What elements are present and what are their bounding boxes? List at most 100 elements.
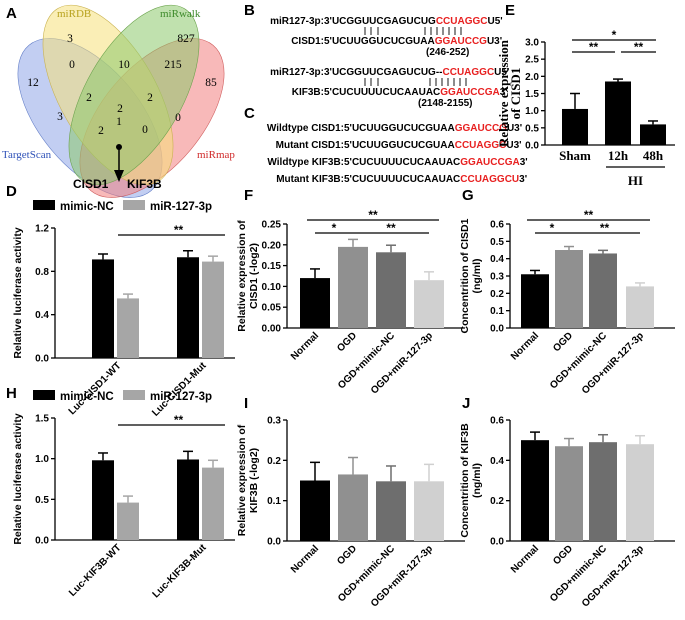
bar	[414, 280, 444, 328]
bar	[562, 108, 588, 145]
seq-row: 5'UCUUGGUCUCGUAAGGAUCCGU3'	[344, 123, 522, 134]
venn-count: 3	[57, 111, 63, 123]
seq-part: 5'CUCUUUUCUCAAUAC	[344, 157, 460, 168]
seq-row: 5'UCUUGGUCUCGUAACCUAGGCU3'	[344, 140, 522, 151]
venn-arrow-head	[114, 170, 124, 182]
bar	[555, 446, 583, 541]
legend-swatch	[123, 200, 145, 210]
y-tick-label: 0.25	[262, 220, 282, 231]
y-tick-label: 3.0	[525, 38, 539, 49]
x-tick-label: OGD	[335, 543, 359, 567]
bar	[376, 252, 406, 328]
y-tick-label: 0.5	[525, 123, 539, 134]
y-axis-title: Relative expression ofKIF3B (-log2)	[236, 424, 260, 536]
seq-part: 3'	[500, 87, 508, 98]
venn-target-cisd1: CISD1	[73, 177, 109, 191]
seq-part: U3'	[507, 123, 522, 134]
y-axis-title-line: (ng/ml)	[471, 259, 483, 294]
venn-target-kif3b: KIF3B	[127, 177, 162, 191]
seq-part: 5'CUCUUUUCUCAAUAC	[324, 87, 440, 98]
legend-label: miR-127-3p	[150, 201, 212, 213]
y-tick-label: 0.05	[262, 303, 282, 314]
y-axis-title-line: Relative expression of	[236, 424, 248, 536]
seq-part-red: CCUAGGC	[455, 140, 507, 151]
y-tick-label: 0.00	[262, 324, 282, 335]
y-tick-label: 0.6	[490, 220, 504, 231]
y-tick-label: 0.1	[490, 306, 504, 317]
seq-part-red: CCUAGGC	[436, 16, 488, 27]
x-tick-label: Normal	[509, 543, 541, 575]
seq-part-red: GGAUCCG	[435, 36, 487, 47]
y-axis-title-line: Relative luciferase activity	[12, 227, 24, 358]
y-tick-label: 1.0	[525, 106, 539, 117]
y-tick-label: 0.0	[525, 141, 539, 152]
panel-label: F	[244, 187, 253, 204]
bar	[521, 274, 549, 328]
bar	[177, 459, 199, 540]
y-tick-label: 0.0	[267, 537, 281, 548]
seq-name: CISD1:	[291, 36, 324, 47]
x-tick-label: 12h	[608, 148, 629, 163]
chart-i: I 0.0 0.1 0.2 0.3 Relative expression ofKIF3B…	[236, 395, 465, 609]
seq-part-red: CCUAGGCU	[460, 174, 519, 185]
legend-label: mimic-NC	[60, 201, 114, 213]
binding-site-panel: B miR127-3p: 3'UCGGUUCGAGUCUGCCUAGGCU5' …	[244, 2, 509, 109]
y-axis-title-line: KIF3B (-log2)	[248, 448, 260, 513]
bar	[202, 467, 224, 540]
y-axis-title-line: (ng/ml)	[471, 463, 483, 498]
chart-g: G 0.0 0.1 0.2 0.3 0.4 0.5 0.6 Concentrition of C…	[459, 187, 675, 396]
x-tick-label: Luc-KIF3B-Mut	[151, 542, 210, 601]
bar	[589, 253, 617, 328]
bar	[414, 481, 444, 541]
seq-name: Wildtype CISD1:	[267, 123, 344, 134]
legend-swatch	[123, 390, 145, 400]
bar	[555, 250, 583, 328]
venn-count: 827	[177, 33, 195, 45]
significance-marker: **	[386, 221, 396, 235]
bar	[338, 474, 368, 541]
y-tick-label: 0.4	[490, 254, 504, 265]
y-tick-label: 2.5	[525, 55, 539, 66]
bar	[202, 261, 224, 358]
panel-label: E	[505, 2, 515, 19]
venn-count: 0	[142, 124, 148, 136]
panel-label-a: A	[6, 5, 17, 22]
x-tick-label: OGD	[551, 543, 575, 567]
x-tick-label: Luc-CISD1-WT	[67, 360, 124, 417]
significance-marker: **	[174, 223, 184, 237]
bar	[640, 124, 666, 145]
bar	[376, 481, 406, 541]
group-label: HI	[628, 173, 643, 188]
y-axis-title-line: Relative luciferase activity	[12, 413, 24, 544]
legend-label: mimic-NC	[60, 391, 114, 403]
y-tick-label: 0.0	[35, 354, 49, 365]
bar	[589, 442, 617, 541]
panel-label: G	[462, 187, 474, 204]
y-axis-title-line: Concentrition of CISD1	[459, 218, 471, 333]
significance-marker: **	[589, 40, 599, 54]
seq-part-red: CCUAGGC	[443, 67, 495, 78]
bar	[300, 278, 330, 328]
y-axis-title-line: Concentrition of KIF3B	[459, 423, 471, 538]
y-tick-label: 1.2	[35, 224, 49, 235]
y-tick-label: 0.0	[490, 324, 504, 335]
venn-count: 215	[164, 59, 182, 71]
significance-marker: *	[612, 28, 617, 42]
bar	[605, 81, 631, 145]
venn-label-targetscan: TargetScan	[2, 149, 52, 161]
venn-count: 2	[147, 92, 153, 104]
seq-part-red: GGAUCCGA	[460, 157, 519, 168]
seq-part-red: GGAUCCG	[455, 123, 507, 134]
y-tick-label: 0.4	[35, 310, 49, 321]
y-axis-title: Relative expression ofCISD1 (-log2)	[236, 220, 260, 332]
bar	[117, 298, 139, 358]
y-tick-label: 2.0	[525, 72, 539, 83]
seq-part: 3'UCGGUUCGAGUCUG--	[324, 67, 443, 78]
seq-part: U5'	[494, 67, 509, 78]
venn-count: 12	[27, 77, 39, 89]
y-tick-label: 0.0	[35, 536, 49, 547]
y-tick-label: 0.2	[490, 496, 504, 507]
